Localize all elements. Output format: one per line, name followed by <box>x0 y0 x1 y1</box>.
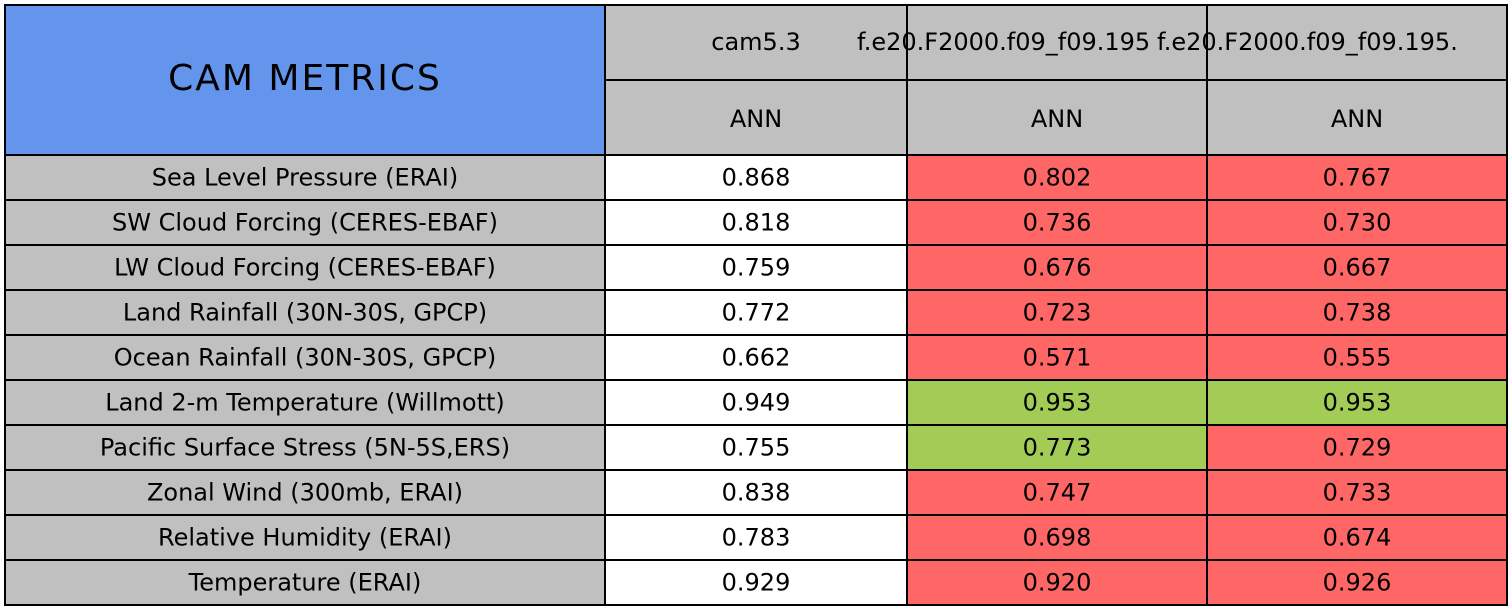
row-label-cell <box>4 379 606 426</box>
value-cell <box>604 469 908 516</box>
value: 0.818 <box>722 209 791 237</box>
row-label: SW Cloud Forcing (CERES-EBAF) <box>112 209 498 237</box>
row-label: Pacific Surface Stress (5N-5S,ERS) <box>100 434 510 462</box>
case-name: f.e20.F2000.f09_f09.195 <box>857 28 1150 56</box>
value-cell <box>906 199 1208 246</box>
row-label: Sea Level Pressure (ERAI) <box>152 164 459 192</box>
value: 0.920 <box>1023 569 1092 597</box>
value: 0.676 <box>1023 254 1092 282</box>
value: 0.723 <box>1023 299 1092 327</box>
value: 0.730 <box>1323 209 1392 237</box>
value-cell <box>1206 469 1508 516</box>
value: 0.738 <box>1323 299 1392 327</box>
season: ANN <box>1031 105 1083 133</box>
value: 0.953 <box>1023 389 1092 417</box>
value: 0.802 <box>1023 164 1092 192</box>
value-cell <box>1206 244 1508 291</box>
value: 0.926 <box>1323 569 1392 597</box>
value-cell <box>1206 289 1508 336</box>
value-cell <box>604 379 908 426</box>
row-label-cell <box>4 199 606 246</box>
value: 0.868 <box>722 164 791 192</box>
case-name: f.e20.F2000.f09_f09.195. <box>1157 28 1458 56</box>
header-cell <box>604 4 908 81</box>
case-name: cam5.3 <box>711 28 800 56</box>
row-label: Land 2-m Temperature (Willmott) <box>105 389 505 417</box>
value: 0.667 <box>1323 254 1392 282</box>
value: 0.555 <box>1323 344 1392 372</box>
row-label: LW Cloud Forcing (CERES-EBAF) <box>114 254 496 282</box>
value: 0.759 <box>722 254 791 282</box>
value: 0.736 <box>1023 209 1092 237</box>
row-label: Zonal Wind (300mb, ERAI) <box>147 479 463 507</box>
season: ANN <box>730 105 782 133</box>
value-cell <box>1206 379 1508 426</box>
row-label-cell <box>4 469 606 516</box>
table-title: CAM METRICS <box>168 58 442 99</box>
value: 0.767 <box>1323 164 1392 192</box>
value-cell <box>1206 154 1508 201</box>
value: 0.571 <box>1023 344 1092 372</box>
row-label: Land Rainfall (30N-30S, GPCP) <box>123 299 487 327</box>
value: 0.747 <box>1023 479 1092 507</box>
value: 0.953 <box>1323 389 1392 417</box>
value: 0.772 <box>722 299 791 327</box>
value-cell <box>906 289 1208 336</box>
value: 0.755 <box>722 434 791 462</box>
value-cell <box>906 559 1208 606</box>
value-cell <box>906 514 1208 561</box>
header-cell <box>604 79 908 156</box>
value: 0.733 <box>1323 479 1392 507</box>
value-cell <box>604 559 908 606</box>
row-label: Ocean Rainfall (30N-30S, GPCP) <box>114 344 496 372</box>
value: 0.674 <box>1323 524 1392 552</box>
value: 0.729 <box>1323 434 1392 462</box>
season: ANN <box>1331 105 1383 133</box>
value: 0.662 <box>722 344 791 372</box>
row-label-cell <box>4 154 606 201</box>
value-cell <box>604 244 908 291</box>
value-cell <box>906 244 1208 291</box>
value: 0.838 <box>722 479 791 507</box>
value-cell <box>1206 559 1508 606</box>
value-cell <box>1206 514 1508 561</box>
row-label-cell <box>4 514 606 561</box>
value: 0.929 <box>722 569 791 597</box>
row-label-cell <box>4 289 606 336</box>
value-cell <box>906 154 1208 201</box>
value: 0.949 <box>722 389 791 417</box>
value: 0.783 <box>722 524 791 552</box>
row-label-cell <box>4 244 606 291</box>
value: 0.698 <box>1023 524 1092 552</box>
title-cell <box>4 4 606 156</box>
value: 0.773 <box>1023 434 1092 462</box>
row-label: Temperature (ERAI) <box>188 569 422 597</box>
value-cell <box>604 289 908 336</box>
header-cell <box>1206 4 1508 81</box>
row-label: Relative Humidity (ERAI) <box>158 524 452 552</box>
value-cell <box>1206 334 1508 381</box>
